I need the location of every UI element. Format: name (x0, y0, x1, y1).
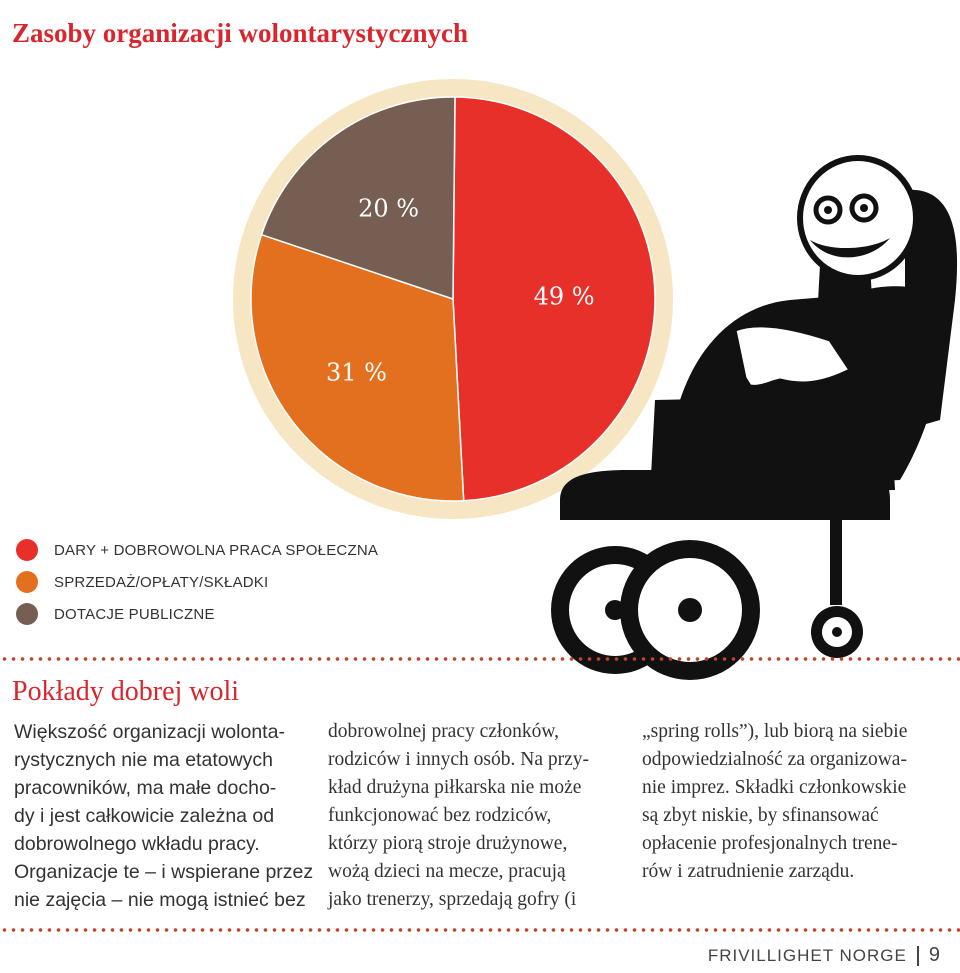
footer-separator (916, 945, 919, 966)
pie-slice (452, 96, 656, 502)
text-line: którzy piorą stroje drużynowe, (328, 833, 568, 854)
text-line: funkcjonować bez rodziców, (328, 805, 552, 826)
pie-slice (250, 233, 465, 502)
pie-slice-labels: 49 % 31 % 20 % (326, 194, 595, 386)
legend-item: DARY + DOBROWOLNA PRACA SPOŁECZNA (16, 534, 378, 566)
footer-brand: FRIVILLIGHET NORGE (707, 945, 907, 965)
text-line: Większość organizacji wolonta- (14, 721, 285, 743)
legend-item: SPRZEDAŻ/OPŁATY/SKŁADKI (16, 566, 378, 598)
pie-chart: 49 % 31 % 20 % (233, 79, 958, 680)
legend-item: DOTACJE PUBLICZNE (16, 598, 378, 630)
text-line: pracowników, ma małe docho- (14, 777, 277, 799)
legend-label: SPRZEDAŻ/OPŁATY/SKŁADKI (54, 573, 269, 591)
wheelchair-person-illustration (551, 155, 958, 680)
legend-swatch (16, 539, 38, 561)
article-title: Pokłady dobrej woli (12, 676, 240, 707)
text-line: Organizacje te – i wspierane przez (14, 861, 314, 883)
text-line: opłacenie profesjonalnych trene- (642, 833, 898, 854)
text-line: kład drużyna piłkarska nie może (328, 777, 582, 798)
text-line: odpowiedzialność za organizowa- (642, 749, 907, 770)
text-line: nie imprez. Składki członkowskie (642, 777, 907, 798)
text-line: są zbyt niskie, by sfinansować (642, 805, 879, 826)
article-column-1: Większość organizacji wolonta- rystyczny… (14, 718, 313, 914)
text-line: dy i jest całkowicie zależna od (14, 805, 275, 827)
page-footer: FRIVILLIGHET NORGE 9 (708, 944, 940, 967)
chart-legend: DARY + DOBROWOLNA PRACA SPOŁECZNA SPRZED… (16, 534, 378, 630)
dotted-divider-top (0, 657, 960, 661)
article-column-2: dobrowolnej pracy członków, rodziców i i… (328, 718, 589, 914)
text-line: rów i zatrudnienie zarządu. (642, 861, 855, 882)
legend-swatch (16, 571, 38, 593)
slice-data-label: 49 % (534, 283, 595, 311)
slice-data-label: 20 % (358, 194, 419, 222)
text-line: wożą dzieci na mecze, pracują (328, 861, 566, 882)
page-number: 9 (928, 944, 940, 966)
pie-slice (260, 96, 456, 301)
dotted-divider-bottom (0, 928, 960, 932)
text-line: rystycznych nie ma etatowych (14, 749, 274, 771)
text-line: rodziców i innych osób. Na przy- (328, 749, 590, 770)
text-line: nie zajęcia – nie mogą istnieć bez (14, 889, 306, 911)
legend-swatch (16, 603, 38, 625)
slice-data-label: 31 % (326, 358, 387, 386)
text-line: dobrowolnego wkładu pracy. (14, 833, 260, 855)
article-column-3: „spring rolls”), lub biorą na siebie odp… (642, 718, 907, 886)
page-title: Zasoby organizacji wolontarystycznych (12, 18, 468, 48)
legend-label: DARY + DOBROWOLNA PRACA SPOŁECZNA (54, 541, 379, 559)
text-line: jako trenerzy, sprzedają gofry (i (328, 889, 577, 910)
pie-slices (250, 96, 656, 502)
legend-label: DOTACJE PUBLICZNE (54, 605, 215, 623)
text-line: dobrowolnej pracy członków, (328, 721, 560, 742)
text-line: „spring rolls”), lub biorą na siebie (642, 721, 908, 742)
